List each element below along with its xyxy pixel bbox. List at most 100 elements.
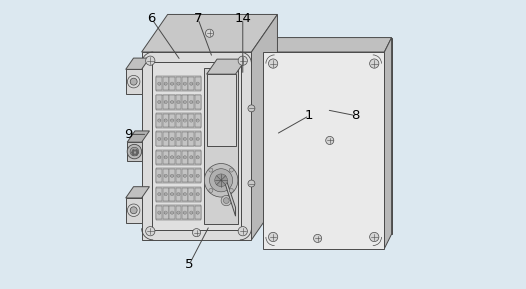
Circle shape: [221, 195, 231, 206]
Circle shape: [146, 56, 155, 65]
Circle shape: [164, 211, 167, 214]
Bar: [188, 151, 194, 164]
Circle shape: [209, 168, 213, 172]
Bar: [156, 150, 201, 165]
Circle shape: [190, 119, 193, 122]
Bar: [163, 95, 168, 109]
Text: 5: 5: [185, 258, 194, 271]
Bar: [156, 188, 162, 201]
Circle shape: [177, 192, 180, 196]
Polygon shape: [151, 62, 241, 230]
Polygon shape: [251, 14, 277, 240]
Bar: [163, 206, 168, 219]
Circle shape: [127, 144, 141, 159]
Circle shape: [146, 227, 155, 236]
Circle shape: [170, 174, 174, 177]
Circle shape: [164, 101, 167, 104]
Bar: [195, 188, 200, 201]
Circle shape: [170, 156, 174, 159]
Circle shape: [177, 174, 180, 177]
Bar: [195, 77, 200, 90]
Bar: [156, 95, 162, 109]
Circle shape: [204, 164, 238, 197]
Polygon shape: [126, 69, 141, 94]
Circle shape: [248, 180, 255, 187]
Circle shape: [196, 174, 199, 177]
Circle shape: [158, 192, 161, 196]
Text: 6: 6: [148, 12, 156, 25]
Polygon shape: [127, 131, 149, 142]
Text: 9: 9: [125, 128, 133, 141]
Polygon shape: [270, 38, 391, 234]
Polygon shape: [263, 52, 385, 249]
Bar: [176, 206, 181, 219]
Bar: [163, 77, 168, 90]
Circle shape: [268, 232, 278, 242]
Bar: [156, 113, 201, 128]
Bar: [182, 77, 188, 90]
Bar: [156, 95, 201, 110]
Bar: [176, 114, 181, 127]
Circle shape: [238, 227, 247, 236]
Circle shape: [183, 137, 186, 140]
Bar: [169, 77, 175, 90]
Circle shape: [164, 156, 167, 159]
Circle shape: [158, 174, 161, 177]
Bar: [182, 151, 188, 164]
Bar: [195, 114, 200, 127]
Circle shape: [370, 59, 379, 68]
Circle shape: [190, 101, 193, 104]
Bar: [176, 169, 181, 182]
Bar: [156, 187, 201, 202]
Bar: [195, 169, 200, 182]
Text: 14: 14: [234, 12, 251, 25]
Bar: [176, 132, 181, 146]
Circle shape: [130, 147, 139, 156]
Circle shape: [177, 211, 180, 214]
Bar: [188, 95, 194, 109]
Circle shape: [248, 105, 255, 112]
Circle shape: [190, 192, 193, 196]
Bar: [169, 188, 175, 201]
Circle shape: [196, 119, 199, 122]
Bar: [176, 188, 181, 201]
Bar: [163, 151, 168, 164]
Circle shape: [177, 156, 180, 159]
Circle shape: [177, 119, 180, 122]
Circle shape: [164, 174, 167, 177]
Circle shape: [268, 59, 278, 68]
Bar: [176, 151, 181, 164]
Circle shape: [196, 137, 199, 140]
Circle shape: [183, 101, 186, 104]
Bar: [156, 205, 201, 220]
Circle shape: [196, 82, 199, 85]
Bar: [176, 77, 181, 90]
Circle shape: [177, 137, 180, 140]
Polygon shape: [263, 38, 391, 52]
Bar: [188, 206, 194, 219]
Bar: [169, 114, 175, 127]
Polygon shape: [126, 198, 141, 223]
Circle shape: [177, 82, 180, 85]
Bar: [156, 76, 201, 91]
Circle shape: [177, 101, 180, 104]
Bar: [169, 95, 175, 109]
Polygon shape: [126, 187, 149, 198]
Polygon shape: [207, 74, 236, 146]
Circle shape: [190, 174, 193, 177]
Circle shape: [193, 229, 200, 237]
Bar: [163, 114, 168, 127]
Circle shape: [164, 192, 167, 196]
Circle shape: [170, 211, 174, 214]
Text: 8: 8: [351, 109, 360, 122]
Bar: [156, 169, 162, 182]
Circle shape: [130, 78, 137, 85]
Circle shape: [215, 174, 227, 187]
Bar: [188, 77, 194, 90]
Bar: [156, 114, 162, 127]
Polygon shape: [141, 52, 251, 240]
Bar: [163, 188, 168, 201]
Circle shape: [190, 156, 193, 159]
Bar: [182, 169, 188, 182]
Circle shape: [170, 101, 174, 104]
